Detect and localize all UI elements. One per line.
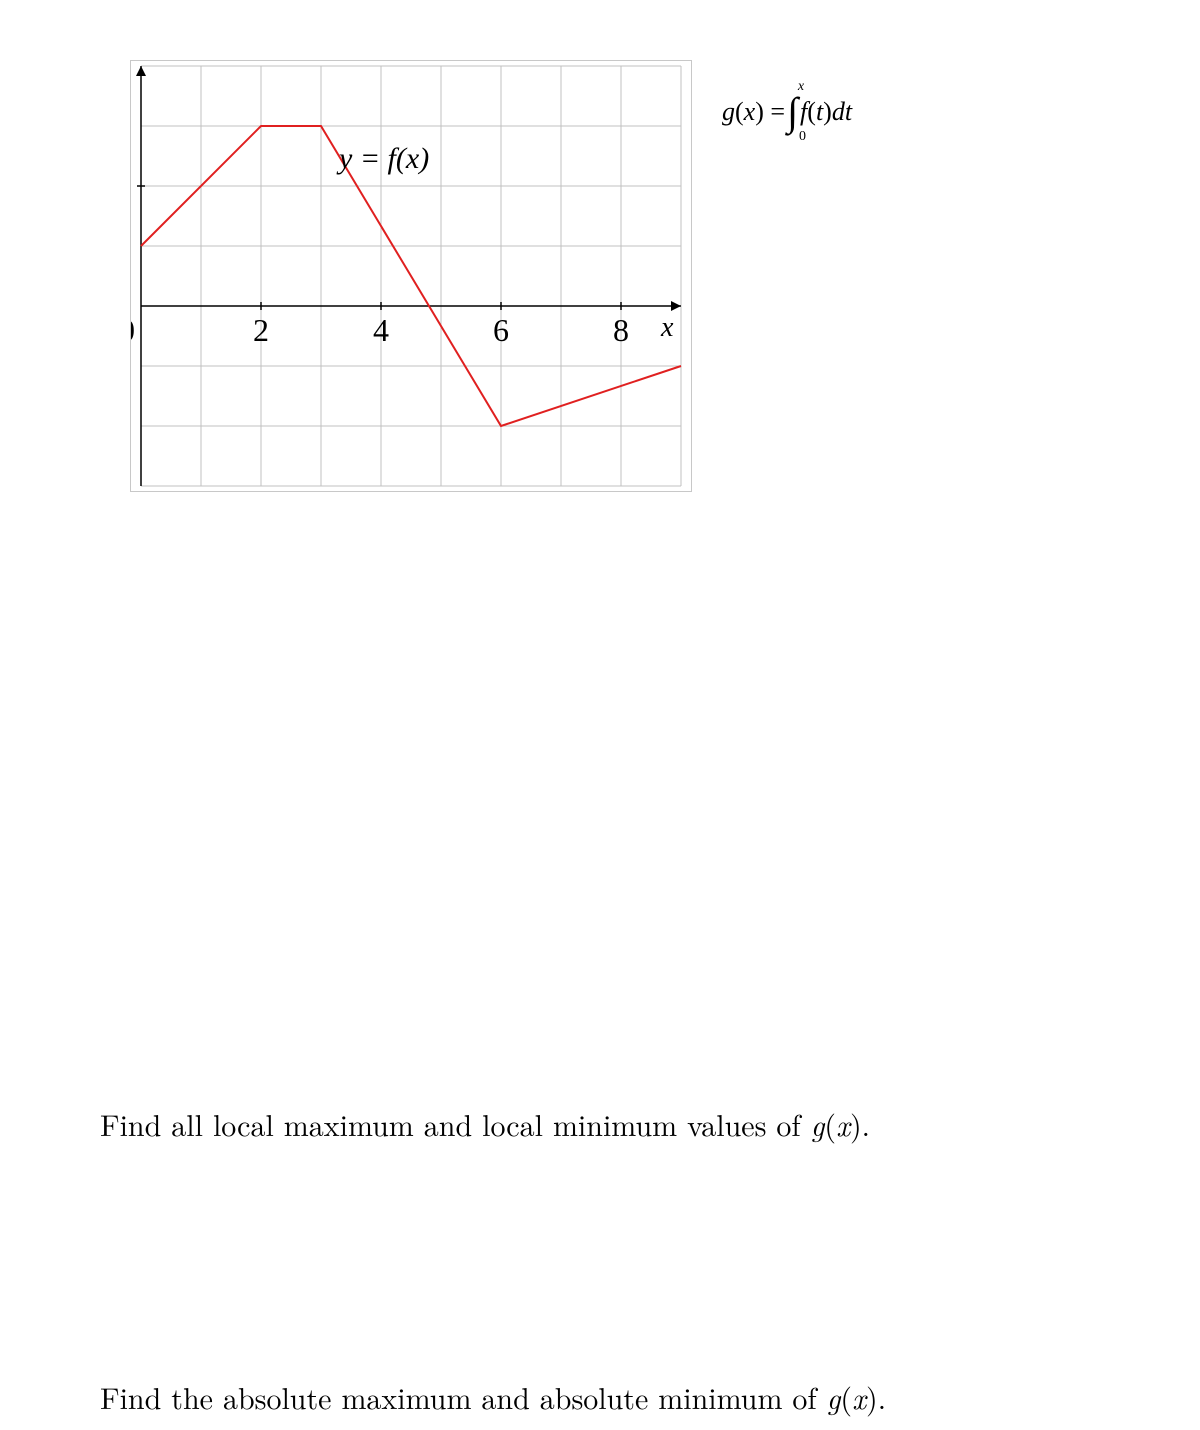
graph-container: 024682 y x y = f(x) xyxy=(130,60,692,492)
eq-dt: dt xyxy=(832,97,852,126)
g-definition-equation: g(x) = x ∫ 0 f(t)dt xyxy=(722,80,852,144)
integral-upper: x xyxy=(798,80,804,94)
eq-equals: = xyxy=(764,97,785,126)
svg-text:6: 6 xyxy=(493,312,509,348)
eq-t: t xyxy=(816,97,823,126)
curve-label: y = f(x) xyxy=(336,142,429,175)
svg-text:4: 4 xyxy=(373,312,389,348)
svg-text:0: 0 xyxy=(131,312,135,348)
spacer xyxy=(100,1175,1100,1345)
svg-text:2: 2 xyxy=(253,312,269,348)
q2-x: x xyxy=(852,1375,866,1418)
integral-glyph: ∫ xyxy=(787,94,798,130)
eq-f: f xyxy=(800,97,807,126)
integral-lower: 0 xyxy=(799,130,806,144)
eq-x: x xyxy=(744,97,756,126)
eq-g: g xyxy=(722,97,735,126)
svg-text:8: 8 xyxy=(613,312,629,348)
spacer xyxy=(100,612,1100,1072)
q1-x: x xyxy=(836,1102,850,1145)
q2-text: Find the absolute maximum and absolute m… xyxy=(100,1375,827,1418)
x-axis-label: x xyxy=(660,312,674,343)
question-2: Find the absolute maximum and absolute m… xyxy=(100,1375,1100,1418)
figure-region: 024682 y x y = f(x) g(x) = x ∫ 0 f(t)dt xyxy=(130,60,1100,492)
q1-end: . xyxy=(862,1102,870,1145)
q1-text: Find all local maximum and local minimum… xyxy=(100,1102,811,1145)
q2-end: . xyxy=(878,1375,886,1418)
q2-g: g xyxy=(827,1375,841,1418)
question-1: Find all local maximum and local minimum… xyxy=(100,1102,1100,1145)
integral-symbol: x ∫ 0 xyxy=(787,80,798,144)
q1-g: g xyxy=(811,1102,825,1145)
graph-svg: 024682 y x y = f(x) xyxy=(131,61,691,491)
